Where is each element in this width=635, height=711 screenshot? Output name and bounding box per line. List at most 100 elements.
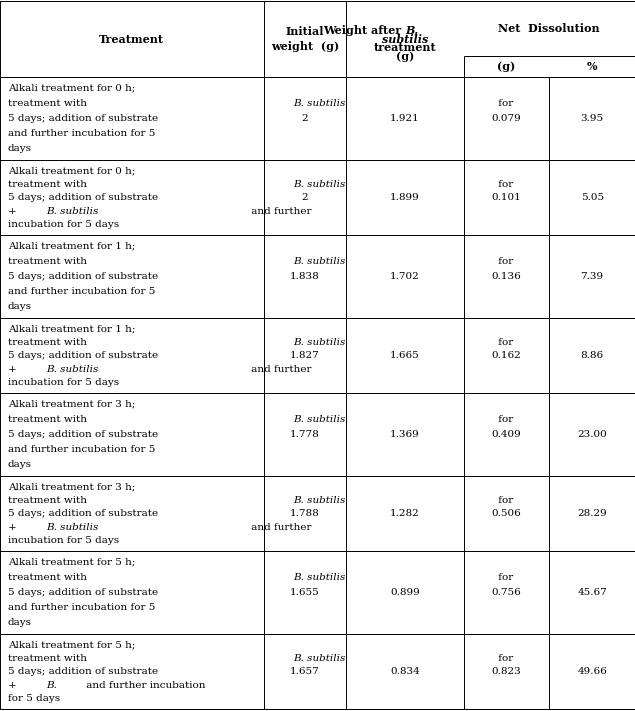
Text: and further: and further: [248, 523, 311, 532]
Text: 45.67: 45.67: [577, 588, 607, 597]
Text: 23.00: 23.00: [577, 430, 607, 439]
Text: for 5 days: for 5 days: [8, 695, 60, 703]
Text: B. subtilis: B. subtilis: [293, 338, 346, 347]
Text: 3.95: 3.95: [580, 114, 604, 123]
Text: and further incubation for 5: and further incubation for 5: [8, 445, 156, 454]
Text: Alkali treatment for 5 h;: Alkali treatment for 5 h;: [8, 641, 135, 649]
Text: 1.921: 1.921: [390, 114, 420, 123]
Text: 0.823: 0.823: [491, 667, 521, 676]
Text: and further incubation: and further incubation: [83, 681, 205, 690]
Text: days: days: [8, 144, 32, 153]
Text: Net  Dissolution: Net Dissolution: [498, 23, 600, 34]
Text: and further: and further: [248, 365, 311, 374]
Text: B. subtilis: B. subtilis: [46, 365, 98, 374]
Text: +: +: [8, 365, 20, 374]
Text: 2: 2: [302, 114, 308, 123]
Text: 1.665: 1.665: [390, 351, 420, 360]
Text: 0.079: 0.079: [491, 114, 521, 123]
Text: for: for: [495, 99, 514, 107]
Text: 5 days; addition of substrate: 5 days; addition of substrate: [8, 588, 158, 597]
Text: 5.05: 5.05: [580, 193, 604, 202]
Text: and further incubation for 5: and further incubation for 5: [8, 603, 156, 612]
Text: 1.702: 1.702: [390, 272, 420, 281]
Text: for: for: [495, 180, 514, 188]
Text: B. subtilis: B. subtilis: [293, 572, 346, 582]
Text: days: days: [8, 302, 32, 311]
Text: for: for: [495, 572, 514, 582]
Text: treatment with: treatment with: [8, 654, 90, 663]
Text: 1.838: 1.838: [290, 272, 319, 281]
Text: B. subtilis: B. subtilis: [293, 415, 346, 424]
Text: 7.39: 7.39: [580, 272, 604, 281]
Text: B.: B.: [46, 681, 57, 690]
Text: incubation for 5 days: incubation for 5 days: [8, 537, 119, 545]
Text: B. subtilis: B. subtilis: [46, 523, 98, 532]
Text: 5 days; addition of substrate: 5 days; addition of substrate: [8, 351, 158, 360]
Text: 0.409: 0.409: [491, 430, 521, 439]
Text: and further incubation for 5: and further incubation for 5: [8, 129, 156, 138]
Text: treatment with: treatment with: [8, 338, 90, 347]
Text: (g): (g): [396, 50, 414, 62]
Text: 2: 2: [302, 193, 308, 202]
Text: incubation for 5 days: incubation for 5 days: [8, 378, 119, 387]
Text: treatment with: treatment with: [8, 572, 90, 582]
Text: 5 days; addition of substrate: 5 days; addition of substrate: [8, 114, 158, 123]
Text: 0.162: 0.162: [491, 351, 521, 360]
Text: 1.778: 1.778: [290, 430, 319, 439]
Text: Weight after: Weight after: [323, 25, 405, 36]
Text: B. subtilis: B. subtilis: [293, 257, 346, 266]
Text: treatment with: treatment with: [8, 496, 90, 505]
Text: 0.834: 0.834: [390, 667, 420, 676]
Text: for: for: [495, 496, 514, 505]
Text: Alkali treatment for 1 h;: Alkali treatment for 1 h;: [8, 324, 135, 333]
Text: %: %: [587, 60, 598, 72]
Text: 1.899: 1.899: [390, 193, 420, 202]
Text: Alkali treatment for 5 h;: Alkali treatment for 5 h;: [8, 557, 135, 567]
Text: treatment with: treatment with: [8, 180, 90, 188]
Text: B. subtilis: B. subtilis: [293, 99, 346, 107]
Text: and further incubation for 5: and further incubation for 5: [8, 287, 156, 296]
Text: 5 days; addition of substrate: 5 days; addition of substrate: [8, 193, 158, 202]
Text: subtilis: subtilis: [382, 33, 428, 45]
Text: 49.66: 49.66: [577, 667, 607, 676]
Text: B. subtilis: B. subtilis: [293, 180, 346, 188]
Text: 1.369: 1.369: [390, 430, 420, 439]
Text: days: days: [8, 619, 32, 627]
Text: 0.899: 0.899: [390, 588, 420, 597]
Text: Treatment: Treatment: [99, 33, 164, 45]
Text: 1.788: 1.788: [290, 509, 319, 518]
Text: treatment with: treatment with: [8, 257, 90, 266]
Text: Initial
weight  (g): Initial weight (g): [271, 26, 339, 52]
Text: 0.756: 0.756: [491, 588, 521, 597]
Text: 0.136: 0.136: [491, 272, 521, 281]
Text: for: for: [495, 257, 514, 266]
Text: Alkali treatment for 3 h;: Alkali treatment for 3 h;: [8, 482, 135, 491]
Text: for: for: [495, 338, 514, 347]
Text: 0.506: 0.506: [491, 509, 521, 518]
Text: 5 days; addition of substrate: 5 days; addition of substrate: [8, 668, 158, 676]
Text: +: +: [8, 207, 20, 216]
Text: 28.29: 28.29: [577, 509, 607, 518]
Text: for: for: [495, 415, 514, 424]
Text: treatment: treatment: [373, 42, 436, 53]
Text: 5 days; addition of substrate: 5 days; addition of substrate: [8, 430, 158, 439]
Text: Alkali treatment for 0 h;: Alkali treatment for 0 h;: [8, 83, 135, 92]
Text: 1.655: 1.655: [290, 588, 319, 597]
Text: Alkali treatment for 0 h;: Alkali treatment for 0 h;: [8, 166, 135, 175]
Text: treatment with: treatment with: [8, 99, 90, 107]
Text: for: for: [495, 654, 514, 663]
Text: 5 days; addition of substrate: 5 days; addition of substrate: [8, 509, 158, 518]
Text: days: days: [8, 460, 32, 469]
Text: incubation for 5 days: incubation for 5 days: [8, 220, 119, 230]
Text: +: +: [8, 681, 20, 690]
Text: B.: B.: [405, 25, 418, 36]
Text: B. subtilis: B. subtilis: [293, 654, 346, 663]
Text: and further: and further: [248, 207, 311, 216]
Text: B. subtilis: B. subtilis: [46, 207, 98, 216]
Text: 5 days; addition of substrate: 5 days; addition of substrate: [8, 272, 158, 281]
Text: (g): (g): [497, 60, 516, 72]
Text: 0.101: 0.101: [491, 193, 521, 202]
Text: Alkali treatment for 1 h;: Alkali treatment for 1 h;: [8, 242, 135, 250]
Text: 1.657: 1.657: [290, 667, 319, 676]
Text: +: +: [8, 523, 20, 532]
